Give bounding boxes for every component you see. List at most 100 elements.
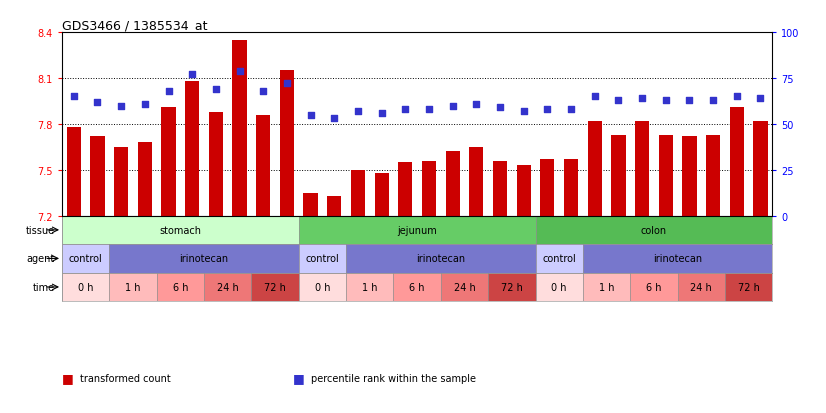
Text: jejunum: jejunum: [397, 225, 437, 235]
Text: 72 h: 72 h: [264, 282, 286, 292]
Text: 6 h: 6 h: [646, 282, 662, 292]
Bar: [535, 273, 583, 301]
Bar: [441, 273, 488, 301]
Bar: [583, 244, 772, 273]
Point: [730, 94, 743, 100]
Text: irinotecan: irinotecan: [653, 254, 702, 264]
Text: control: control: [543, 254, 576, 264]
Bar: [488, 273, 535, 301]
Text: irinotecan: irinotecan: [179, 254, 229, 264]
Bar: [540, 160, 554, 216]
Point: [280, 81, 293, 88]
Bar: [157, 273, 204, 301]
Point: [541, 107, 554, 113]
Bar: [346, 273, 393, 301]
Point: [422, 107, 435, 113]
Text: agent: agent: [26, 254, 55, 264]
Bar: [535, 216, 772, 244]
Bar: [445, 152, 460, 216]
Text: 24 h: 24 h: [453, 282, 475, 292]
Bar: [209, 112, 223, 216]
Point: [304, 112, 317, 119]
Text: control: control: [306, 254, 339, 264]
Bar: [564, 160, 578, 216]
Point: [67, 94, 80, 100]
Bar: [729, 108, 744, 216]
Point: [446, 103, 459, 109]
Bar: [422, 161, 436, 216]
Bar: [682, 137, 696, 216]
Bar: [299, 244, 346, 273]
Text: 72 h: 72 h: [738, 282, 760, 292]
Text: ■: ■: [293, 371, 305, 385]
Bar: [299, 216, 535, 244]
Bar: [138, 143, 152, 216]
Point: [493, 105, 506, 112]
Bar: [185, 82, 199, 216]
Bar: [232, 40, 247, 216]
Point: [706, 97, 719, 104]
Text: 24 h: 24 h: [691, 282, 712, 292]
Text: transformed count: transformed count: [80, 373, 171, 383]
Bar: [303, 193, 318, 216]
Point: [375, 110, 388, 117]
Bar: [204, 273, 251, 301]
Bar: [62, 216, 299, 244]
Text: irinotecan: irinotecan: [416, 254, 465, 264]
Bar: [706, 135, 720, 216]
Bar: [516, 166, 531, 216]
Bar: [753, 121, 767, 216]
Text: 1 h: 1 h: [599, 282, 615, 292]
Point: [635, 96, 648, 102]
Bar: [587, 121, 602, 216]
Point: [659, 97, 672, 104]
Point: [517, 109, 530, 115]
Text: 0 h: 0 h: [552, 282, 567, 292]
Bar: [374, 173, 389, 216]
Bar: [90, 137, 105, 216]
Point: [186, 72, 199, 78]
Bar: [62, 244, 109, 273]
Point: [209, 86, 222, 93]
Text: 6 h: 6 h: [173, 282, 188, 292]
Bar: [299, 273, 346, 301]
Bar: [251, 273, 299, 301]
Text: 1 h: 1 h: [362, 282, 377, 292]
Point: [588, 94, 601, 100]
Point: [683, 97, 696, 104]
Bar: [725, 273, 772, 301]
Text: 0 h: 0 h: [78, 282, 93, 292]
Bar: [493, 161, 507, 216]
Bar: [677, 273, 725, 301]
Point: [351, 109, 364, 115]
Point: [328, 116, 341, 122]
Bar: [62, 273, 109, 301]
Bar: [469, 147, 483, 216]
Text: 24 h: 24 h: [217, 282, 239, 292]
Text: stomach: stomach: [159, 225, 202, 235]
Text: tissue: tissue: [26, 225, 55, 235]
Text: 6 h: 6 h: [410, 282, 425, 292]
Bar: [351, 170, 365, 216]
Point: [233, 68, 246, 75]
Point: [162, 88, 175, 95]
Bar: [280, 71, 294, 216]
Bar: [398, 163, 412, 216]
Bar: [161, 108, 176, 216]
Bar: [109, 273, 157, 301]
Bar: [630, 273, 677, 301]
Point: [257, 88, 270, 95]
Text: GDS3466 / 1385534_at: GDS3466 / 1385534_at: [62, 19, 207, 32]
Bar: [346, 244, 535, 273]
Point: [399, 107, 412, 113]
Bar: [635, 121, 649, 216]
Bar: [658, 135, 673, 216]
Text: percentile rank within the sample: percentile rank within the sample: [311, 373, 477, 383]
Bar: [67, 128, 81, 216]
Bar: [109, 244, 299, 273]
Text: time: time: [33, 282, 55, 292]
Point: [91, 99, 104, 106]
Bar: [611, 135, 625, 216]
Point: [115, 103, 128, 109]
Text: 0 h: 0 h: [315, 282, 330, 292]
